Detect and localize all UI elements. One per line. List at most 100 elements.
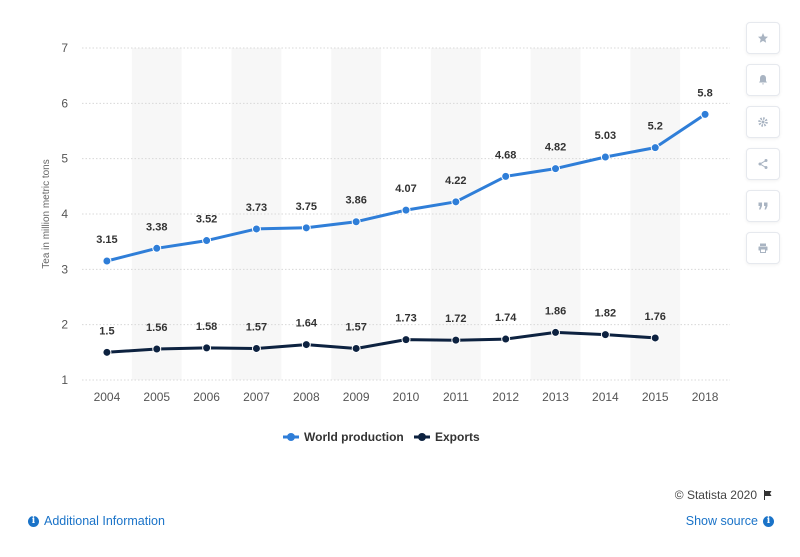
data-point <box>650 333 660 343</box>
x-tick-label: 2018 <box>692 390 719 404</box>
cite-button[interactable] <box>746 190 780 222</box>
gear-icon <box>758 117 768 127</box>
x-tick-label: 2009 <box>343 390 370 404</box>
data-label: 3.38 <box>146 221 167 233</box>
y-tick-label: 1 <box>61 373 68 387</box>
data-point <box>251 224 261 234</box>
settings-button[interactable] <box>746 106 780 138</box>
additional-information-label: Additional Information <box>44 514 165 528</box>
print-icon <box>758 243 768 253</box>
data-point <box>102 256 112 266</box>
x-tick-label: 2011 <box>443 390 469 404</box>
data-point <box>301 223 311 233</box>
x-tick-label: 2013 <box>542 390 569 404</box>
x-tick-label: 2006 <box>193 390 220 404</box>
print-button[interactable] <box>746 232 780 264</box>
data-point <box>451 335 461 345</box>
data-label: 5.2 <box>648 121 663 133</box>
legend-label: World production <box>304 430 404 444</box>
data-label: 4.82 <box>545 142 566 154</box>
x-tick-label: 2015 <box>642 390 669 404</box>
data-label: 1.5 <box>99 325 114 337</box>
info-icon: i <box>763 515 774 527</box>
share-icon <box>758 159 768 169</box>
data-point <box>700 109 710 119</box>
data-label: 1.58 <box>196 321 217 333</box>
quote-icon <box>758 202 768 210</box>
data-label: 3.86 <box>345 195 366 207</box>
data-label: 3.75 <box>296 201 317 213</box>
additional-information-link[interactable]: i Additional Information <box>28 514 165 528</box>
y-tick-label: 2 <box>61 318 68 332</box>
share-button[interactable] <box>746 148 780 180</box>
data-label: 5.03 <box>595 130 616 142</box>
data-label: 3.73 <box>246 202 267 214</box>
legend-marker <box>418 433 426 441</box>
y-tick-label: 4 <box>61 207 68 221</box>
legend-marker <box>287 433 295 441</box>
notification-button[interactable] <box>746 64 780 96</box>
credit-text: © Statista 2020 <box>674 488 757 502</box>
y-axis-label: Tea in million metric tons <box>41 159 52 268</box>
data-label: 4.68 <box>495 149 516 161</box>
data-point <box>351 343 361 353</box>
data-label: 3.15 <box>96 234 117 246</box>
data-label: 1.72 <box>445 313 466 325</box>
data-label: 1.76 <box>645 311 666 323</box>
data-point <box>351 217 361 227</box>
bell-icon <box>759 75 767 85</box>
statista-credit: © Statista 2020 <box>675 488 774 502</box>
data-point <box>501 171 511 181</box>
x-tick-label: 2014 <box>592 390 619 404</box>
y-tick-label: 6 <box>61 96 68 110</box>
data-label: 1.64 <box>296 318 318 330</box>
y-tick-label: 5 <box>61 152 68 166</box>
show-source-label: Show source <box>685 514 758 528</box>
data-point <box>301 340 311 350</box>
data-point <box>152 243 162 253</box>
show-source-link[interactable]: Show source i <box>686 514 774 528</box>
x-tick-label: 2005 <box>143 390 170 404</box>
data-label: 5.8 <box>697 87 712 99</box>
series-line <box>106 330 656 354</box>
star-icon <box>758 33 768 43</box>
data-point <box>152 344 162 354</box>
data-point <box>251 343 261 353</box>
data-label: 1.57 <box>246 321 267 333</box>
data-point <box>551 327 561 337</box>
data-point <box>202 236 212 246</box>
data-point <box>401 205 411 215</box>
data-label: 1.74 <box>495 312 517 324</box>
x-tick-label: 2007 <box>243 390 270 404</box>
x-tick-label: 2012 <box>492 390 519 404</box>
data-label: 1.82 <box>595 308 616 320</box>
data-point <box>650 143 660 153</box>
column-band <box>430 48 481 380</box>
y-tick-label: 7 <box>61 41 68 55</box>
line-chart: 1 2 3 4 5 6 7 Tea in million metric tons 2004 200… <box>41 41 730 444</box>
data-label: 1.57 <box>345 321 366 333</box>
x-tick-label: 2004 <box>94 390 121 404</box>
data-point <box>600 152 610 162</box>
data-label: 4.07 <box>395 183 416 195</box>
data-label: 1.86 <box>545 305 566 317</box>
x-tick-label: 2010 <box>393 390 420 404</box>
data-point <box>501 334 511 344</box>
legend-label: Exports <box>435 430 480 444</box>
info-icon: i <box>28 515 39 527</box>
data-point <box>401 335 411 345</box>
data-point <box>600 330 610 340</box>
data-label: 4.22 <box>445 175 466 187</box>
column-band <box>630 48 681 380</box>
data-label: 1.56 <box>146 322 167 334</box>
favorite-button[interactable] <box>746 22 780 54</box>
data-label: 1.73 <box>395 313 416 325</box>
flag-icon <box>764 490 772 500</box>
data-point <box>551 164 561 174</box>
data-point <box>451 197 461 207</box>
data-point <box>102 347 112 357</box>
x-tick-label: 2008 <box>293 390 320 404</box>
y-tick-label: 3 <box>61 262 68 276</box>
data-point <box>202 343 212 353</box>
